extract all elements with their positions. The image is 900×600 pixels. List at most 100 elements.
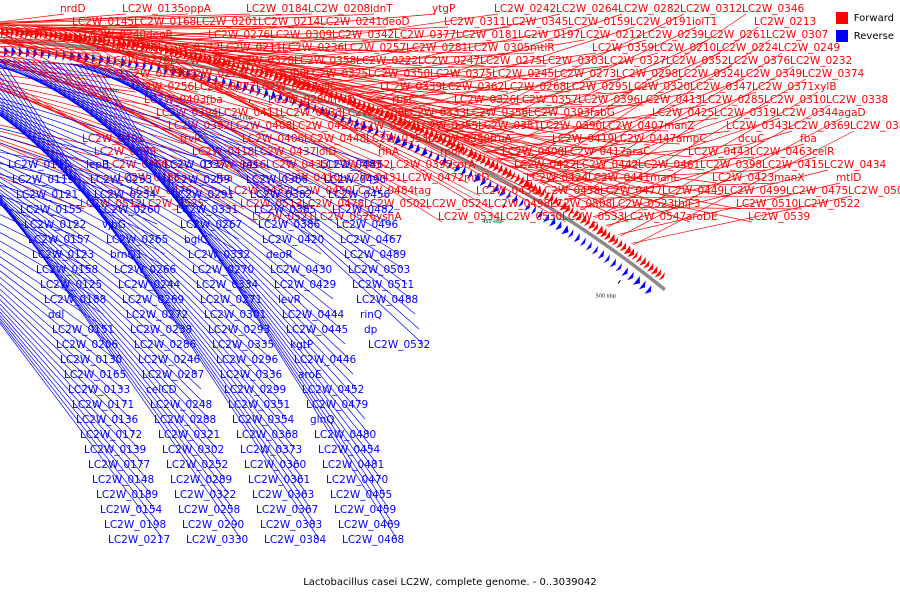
forward-gene-label: LC2W_0526 (314, 211, 377, 223)
forward-leader-line (366, 98, 619, 145)
legend-item-forward: Forward (835, 9, 894, 27)
reverse-gene-label: LC2W_0363 (252, 489, 314, 501)
reverse-gene-arrow (242, 82, 248, 93)
forward-gene-label: LC2W_0349 (740, 68, 802, 80)
forward-leader-line (26, 25, 349, 54)
reverse-gene-arrow (530, 205, 537, 215)
reverse-leader-line (72, 63, 378, 465)
reverse-leader-line (128, 70, 424, 345)
reverse-leader-line (0, 256, 108, 330)
forward-leader-line (0, 81, 245, 210)
forward-leader-line (592, 156, 817, 218)
tick-mark (617, 280, 621, 284)
reverse-leader-line (0, 240, 100, 300)
forward-leader-line (242, 59, 519, 171)
reverse-gene-arrow (263, 87, 269, 99)
reverse-gene-label: LC2W_0469 (338, 519, 400, 531)
forward-gene-label: LC2W_0245 (492, 68, 554, 80)
forward-gene-label: LC2W_0329 (354, 120, 416, 132)
forward-gene-label: LC2W_0498 (488, 198, 550, 210)
forward-gene-label: lolD (316, 146, 336, 158)
forward-gene-label: LC2W_0184 (246, 3, 309, 15)
forward-gene-label: LC2W_0439 (476, 185, 538, 197)
reverse-leader-line (42, 60, 354, 375)
forward-gene-label: LC2W_0327 (604, 55, 666, 67)
reverse-gene-arrow (366, 123, 374, 134)
reverse-leader-line (0, 167, 166, 255)
reverse-gene-label: LC2W_0383 (260, 519, 322, 531)
forward-leader-line (0, 26, 201, 30)
reverse-gene-label: LC2W_0270 (192, 264, 254, 276)
forward-gene-label: manL (650, 172, 679, 184)
reverse-leader-line (0, 155, 158, 225)
forward-leader-line (260, 64, 533, 119)
reverse-leader-line (0, 194, 80, 225)
reverse-leader-line (0, 64, 316, 525)
forward-gene-label: LC2W_0389 (850, 120, 900, 132)
reverse-leader-line (7, 58, 326, 270)
forward-gene-label: LC2W_0241 (320, 16, 382, 28)
forward-gene-label: LC2W_0242 (494, 3, 556, 15)
forward-leader-line (131, 36, 431, 210)
reverse-gene-arrow (585, 241, 592, 251)
forward-gene-label: LC2W_0510 (736, 198, 798, 210)
reverse-gene-arrow (420, 146, 428, 157)
forward-leader-line (385, 26, 635, 108)
reverse-gene-arrow (453, 162, 460, 173)
reverse-leader-line (0, 103, 284, 405)
forward-leader-line (0, 33, 213, 41)
reverse-gene-arrow (163, 64, 168, 75)
forward-gene-label: LC2W_0417 (564, 146, 626, 158)
reverse-leader-line (77, 64, 382, 480)
reverse-leader-line (0, 96, 292, 435)
reverse-gene-label: LC2W_0445 (286, 324, 348, 336)
forward-gene-arrow (513, 173, 520, 184)
forward-gene-label: LC2W_0222 (356, 55, 418, 67)
reverse-gene-label: glnQ (310, 414, 335, 426)
reverse-gene-label: LC2W_0233 (90, 174, 152, 186)
forward-gene-arrow (221, 57, 228, 68)
reverse-gene-label: LC2W_0330 (186, 534, 248, 546)
forward-gene-label: LC2W_0447 (614, 133, 676, 145)
reverse-gene-arrow (249, 83, 255, 95)
reverse-gene-label: LC2W_0130 (60, 354, 122, 366)
forward-leader-line (484, 117, 719, 153)
forward-gene-label: LC2W_0275 (480, 55, 542, 67)
forward-leader-line (307, 78, 571, 93)
forward-leader-line (472, 39, 709, 147)
reverse-gene-arrow (561, 224, 569, 235)
reverse-leader-line (0, 263, 112, 345)
reverse-gene-arrow (517, 197, 524, 208)
forward-gene-label: LC2W_0282 (618, 3, 680, 15)
forward-gene-label: LC2W_0393 (528, 107, 590, 119)
reverse-gene-arrow (387, 131, 394, 143)
forward-gene-label: LC2W_0398 (700, 159, 762, 171)
forward-gene-label: LC2W_0347 (690, 81, 752, 93)
forward-leader-line (437, 128, 679, 210)
forward-leader-line (302, 76, 567, 223)
reverse-leader-line (0, 58, 320, 540)
reverse-gene-label: LC2W_0456 (328, 189, 391, 201)
reverse-gene-label: LC2W_0490 (324, 174, 386, 186)
reverse-gene-label: LC2W_0258 (178, 504, 240, 516)
forward-leader-line (454, 136, 693, 158)
reverse-gene-label: LC2W_0266 (114, 264, 177, 276)
reverse-leader-line (0, 181, 178, 300)
forward-gene-arrow (431, 130, 439, 141)
forward-gene-arrow (300, 79, 307, 90)
reverse-gene-arrow (407, 140, 414, 151)
reverse-leader-line (0, 203, 218, 450)
reverse-gene-arrow (579, 237, 586, 247)
reverse-gene-label: aroE (298, 369, 322, 381)
forward-leader-line (605, 169, 829, 226)
forward-gene-label: nrdD (60, 3, 86, 15)
forward-gene-label: LC2W_0377 (394, 29, 456, 41)
forward-leader-line (336, 88, 595, 119)
forward-gene-label: LC2W_0345 (506, 16, 568, 28)
forward-gene-label: LC2W_0408 (230, 120, 292, 132)
forward-leader-line (618, 182, 841, 235)
reverse-leader-line (0, 101, 224, 180)
forward-gene-arrow (87, 33, 92, 45)
